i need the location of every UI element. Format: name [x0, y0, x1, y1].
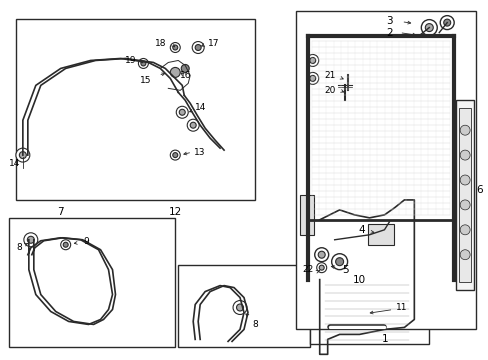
Circle shape	[236, 304, 243, 311]
Bar	[9, 218, 175, 347]
Circle shape	[309, 58, 315, 63]
Text: 14: 14	[9, 158, 20, 167]
Text: 20: 20	[324, 86, 335, 95]
Circle shape	[439, 15, 453, 30]
Circle shape	[459, 150, 469, 160]
Bar	[295, 11, 475, 329]
Circle shape	[61, 240, 71, 250]
Circle shape	[356, 312, 366, 323]
Text: 14: 14	[194, 103, 205, 112]
Bar	[299, 195, 313, 235]
Text: 11: 11	[395, 303, 407, 312]
Circle shape	[141, 61, 145, 66]
Circle shape	[170, 67, 180, 77]
Text: 13: 13	[194, 148, 205, 157]
Circle shape	[181, 64, 189, 72]
Circle shape	[138, 58, 148, 68]
Text: 9: 9	[83, 237, 89, 246]
Circle shape	[309, 75, 315, 81]
Circle shape	[339, 302, 349, 312]
Circle shape	[459, 225, 469, 235]
Circle shape	[20, 152, 26, 159]
Circle shape	[233, 301, 246, 315]
Bar	[458, 108, 470, 282]
Circle shape	[425, 24, 432, 32]
Bar	[394, 100, 419, 125]
Text: 8: 8	[16, 243, 21, 252]
Text: 4: 4	[358, 225, 364, 235]
Circle shape	[170, 150, 180, 160]
Circle shape	[176, 106, 188, 118]
Text: 6: 6	[475, 185, 482, 195]
Circle shape	[459, 125, 469, 135]
Bar	[16, 19, 254, 200]
Text: 16: 16	[179, 71, 191, 80]
Circle shape	[354, 140, 370, 156]
Bar	[309, 285, 428, 345]
Bar	[178, 265, 309, 347]
Circle shape	[192, 41, 203, 54]
Circle shape	[342, 305, 346, 310]
Text: 18: 18	[154, 39, 166, 48]
Circle shape	[27, 236, 34, 243]
Text: 3: 3	[386, 15, 392, 26]
Circle shape	[16, 148, 30, 162]
Circle shape	[172, 153, 178, 158]
Circle shape	[421, 20, 436, 36]
Circle shape	[459, 250, 469, 260]
Circle shape	[459, 200, 469, 210]
Bar	[367, 224, 394, 245]
Circle shape	[306, 54, 318, 67]
Text: 1: 1	[381, 334, 388, 345]
Circle shape	[329, 115, 395, 181]
Bar	[455, 100, 473, 289]
Circle shape	[190, 122, 196, 128]
Circle shape	[331, 254, 347, 270]
Text: 5: 5	[342, 265, 348, 275]
Circle shape	[187, 119, 199, 131]
Circle shape	[63, 242, 68, 247]
Text: 2: 2	[386, 28, 392, 37]
Text: 21: 21	[324, 71, 335, 80]
Text: 8: 8	[252, 320, 257, 329]
Circle shape	[320, 106, 404, 190]
Circle shape	[195, 45, 201, 50]
Circle shape	[172, 45, 178, 50]
Text: 10: 10	[352, 275, 366, 285]
Circle shape	[443, 19, 450, 26]
Circle shape	[179, 109, 185, 115]
Circle shape	[24, 233, 38, 247]
Circle shape	[358, 315, 363, 320]
Bar	[329, 95, 419, 195]
Circle shape	[316, 263, 326, 273]
Circle shape	[314, 248, 328, 262]
Circle shape	[170, 42, 180, 53]
Text: 19: 19	[124, 56, 136, 65]
Circle shape	[319, 265, 324, 270]
Circle shape	[459, 175, 469, 185]
Circle shape	[306, 72, 318, 84]
Circle shape	[335, 258, 343, 266]
Text: 22: 22	[302, 265, 313, 274]
Text: 7: 7	[57, 207, 64, 217]
Text: 12: 12	[168, 207, 182, 217]
Text: 17: 17	[208, 39, 220, 48]
Circle shape	[318, 251, 325, 258]
Bar	[339, 265, 399, 315]
Bar	[329, 95, 354, 120]
Text: 15: 15	[140, 76, 151, 85]
Circle shape	[342, 128, 382, 168]
